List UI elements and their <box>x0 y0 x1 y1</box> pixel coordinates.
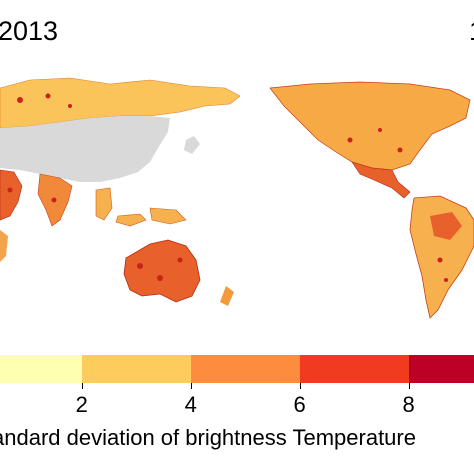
legend-tick-label: 2 <box>75 392 88 417</box>
legend-tick-mark <box>81 383 83 389</box>
legend-swatch-4 <box>299 355 409 383</box>
legend-swatch-2 <box>81 355 191 383</box>
region-africa-south <box>0 230 8 262</box>
legend-title: andard deviation of brightness Temperatu… <box>0 425 416 450</box>
region-southeast-asia <box>95 187 187 227</box>
legend-tick-mark <box>408 383 410 389</box>
region-new-zealand <box>220 286 234 306</box>
region-north-asia <box>0 77 241 129</box>
legend-tick-mark <box>190 383 192 389</box>
region-north-america <box>269 81 471 171</box>
world-map <box>0 70 474 330</box>
region-amazon-high <box>430 212 462 240</box>
legend-color-bar <box>0 355 474 383</box>
legend-tick-labels: 2 4 6 8 <box>0 392 474 422</box>
region-central-america <box>351 161 411 199</box>
world-map-svg <box>0 77 474 319</box>
legend-swatch-1 <box>0 355 82 383</box>
legend-tick-label: 8 <box>402 392 415 417</box>
region-australia <box>123 239 201 303</box>
region-japan <box>184 136 200 154</box>
region-no-data-asia <box>0 116 170 182</box>
legend-tick-mark <box>299 383 301 389</box>
map-title-year: 2013 <box>0 16 59 46</box>
legend-tick-label: 4 <box>184 392 197 417</box>
legend-tick-label: 6 <box>293 392 306 417</box>
map-title-right: 1 <box>469 14 474 48</box>
region-africa-partial <box>0 169 23 221</box>
legend-swatch-5 <box>408 355 474 383</box>
high-variance-patches <box>7 93 448 282</box>
legend-swatch-3 <box>190 355 300 383</box>
